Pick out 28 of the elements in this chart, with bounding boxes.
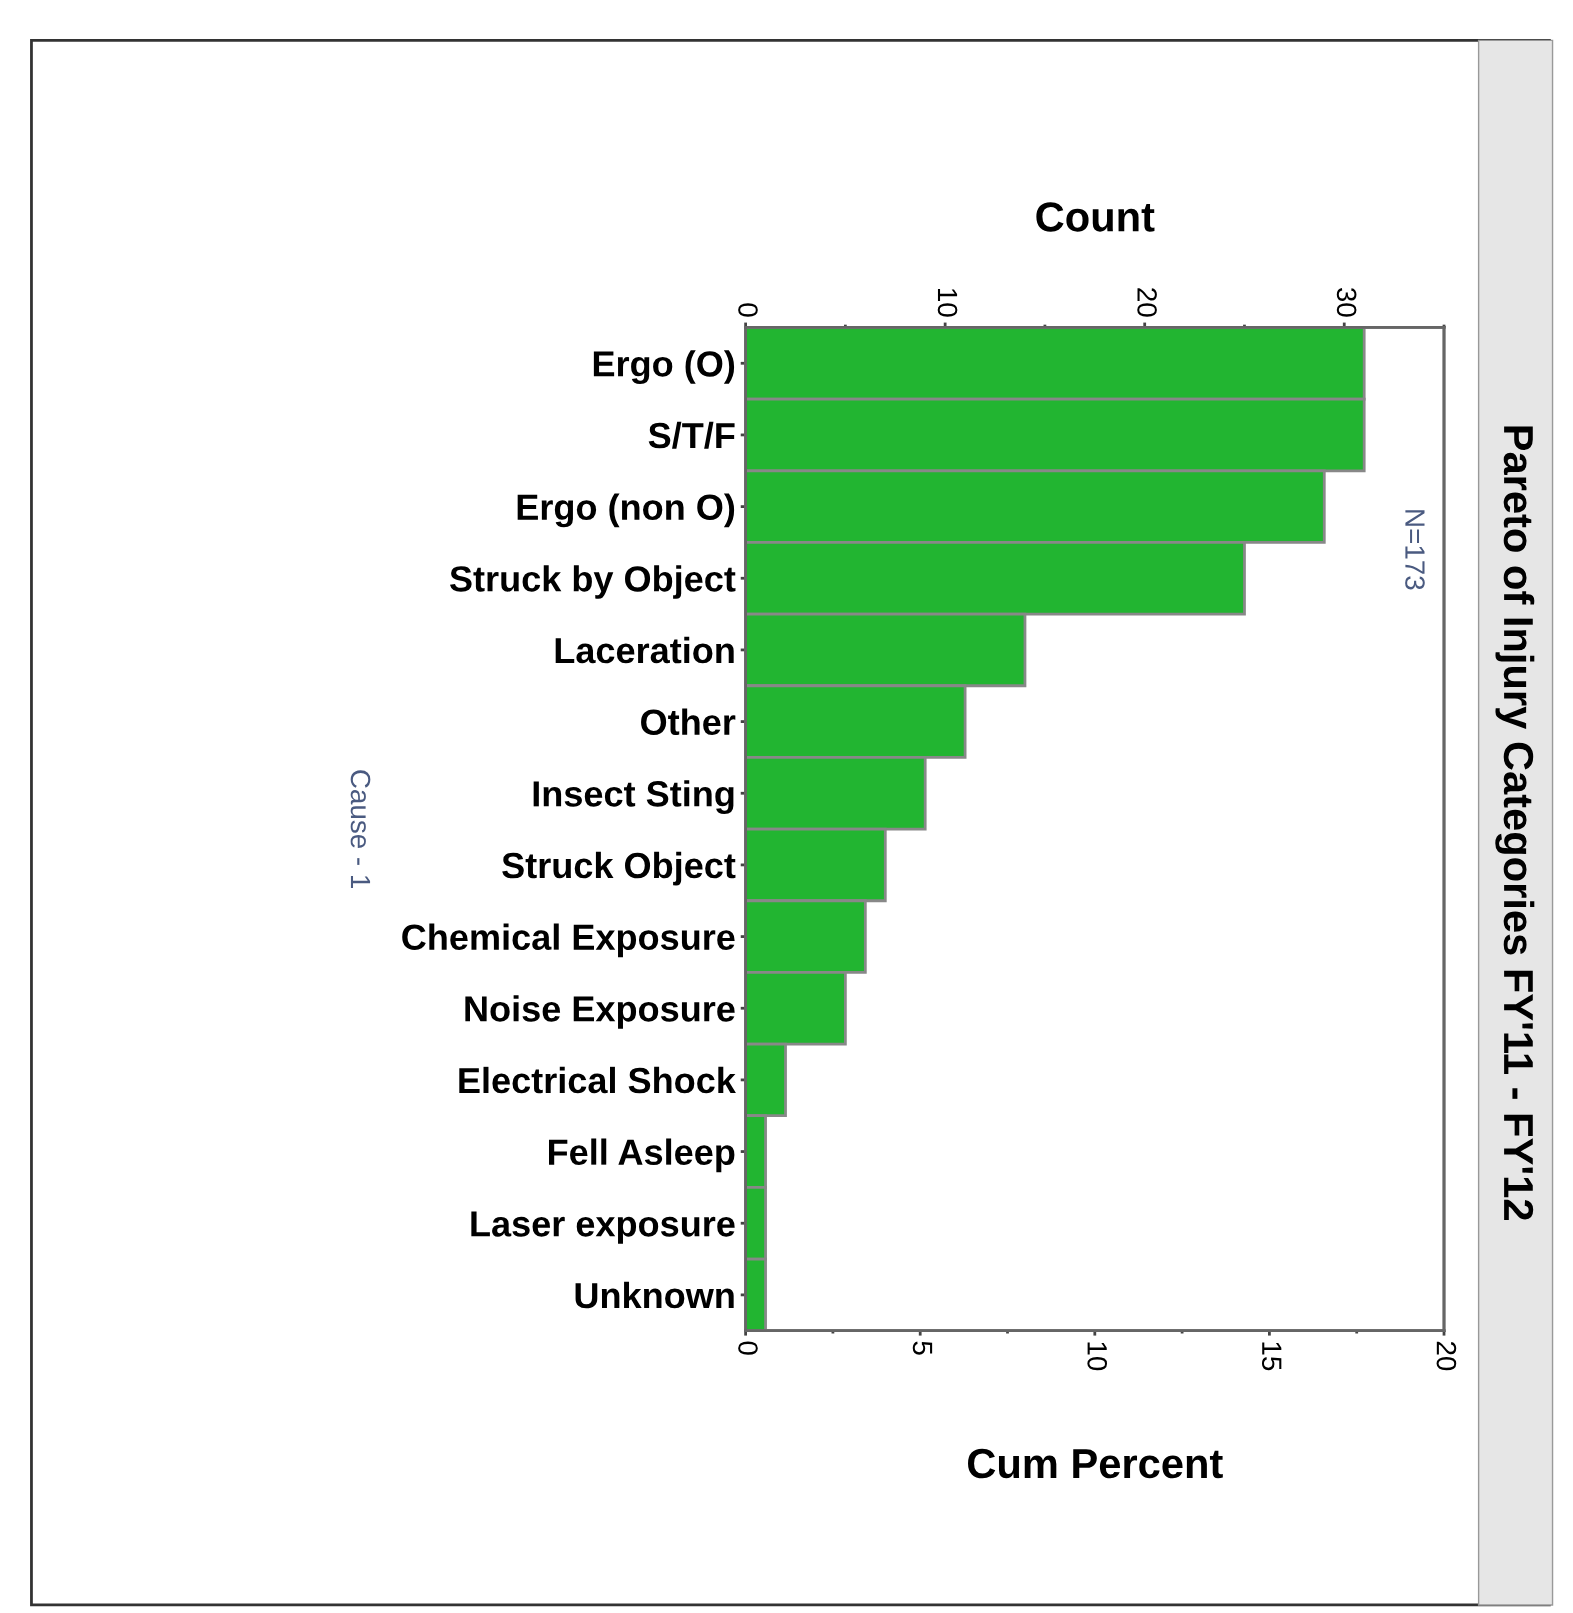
- y-tick-label: Laceration: [555, 636, 734, 664]
- y-tick-label: Struck Object: [502, 851, 736, 886]
- y-tick-label: S/T/F: [648, 421, 735, 449]
- x-tick-label: 5: [912, 1341, 933, 1355]
- x2-tick-label: 20: [1137, 288, 1157, 317]
- text: Pareto of Injury Categories FY'11 - FY'12: [1495, 426, 1535, 1220]
- x2-tick-label: 30: [1336, 287, 1357, 317]
- y-tick-label: Fell Asleep: [549, 1138, 735, 1173]
- annotation: N=173: [1405, 510, 1425, 590]
- y-tick-label: Noise Exposure: [465, 995, 735, 1029]
- y-tick-label: Laser exposure: [471, 1211, 735, 1244]
- x-axis-title: Cum Percent: [968, 1448, 1223, 1479]
- y-axis-title: Cause - 1: [350, 770, 371, 888]
- y-tick-label: Struck by Object: [449, 565, 736, 599]
- x2-axis-title: Count: [1036, 202, 1155, 232]
- x-tick-label: 0: [738, 1341, 758, 1355]
- y-tick-label: Electrical Shock: [459, 1066, 736, 1094]
- y-tick-label: Ergo (non O): [517, 493, 735, 528]
- x-tick-label: 20: [1436, 1341, 1457, 1371]
- y-tick-label: Unknown: [575, 1281, 734, 1309]
- x2-tick-label: 0: [738, 303, 758, 317]
- y-tick-label: Insect Sting: [533, 780, 734, 814]
- x-tick-label: 10: [1087, 1342, 1108, 1371]
- x-tick-label: 15: [1261, 1342, 1282, 1371]
- y-tick-label: Ergo (O): [593, 350, 735, 385]
- x2-tick-label: 10: [937, 288, 958, 317]
- y-tick-label: Other: [641, 708, 736, 736]
- y-tick-label: Chemical Exposure: [402, 923, 735, 958]
